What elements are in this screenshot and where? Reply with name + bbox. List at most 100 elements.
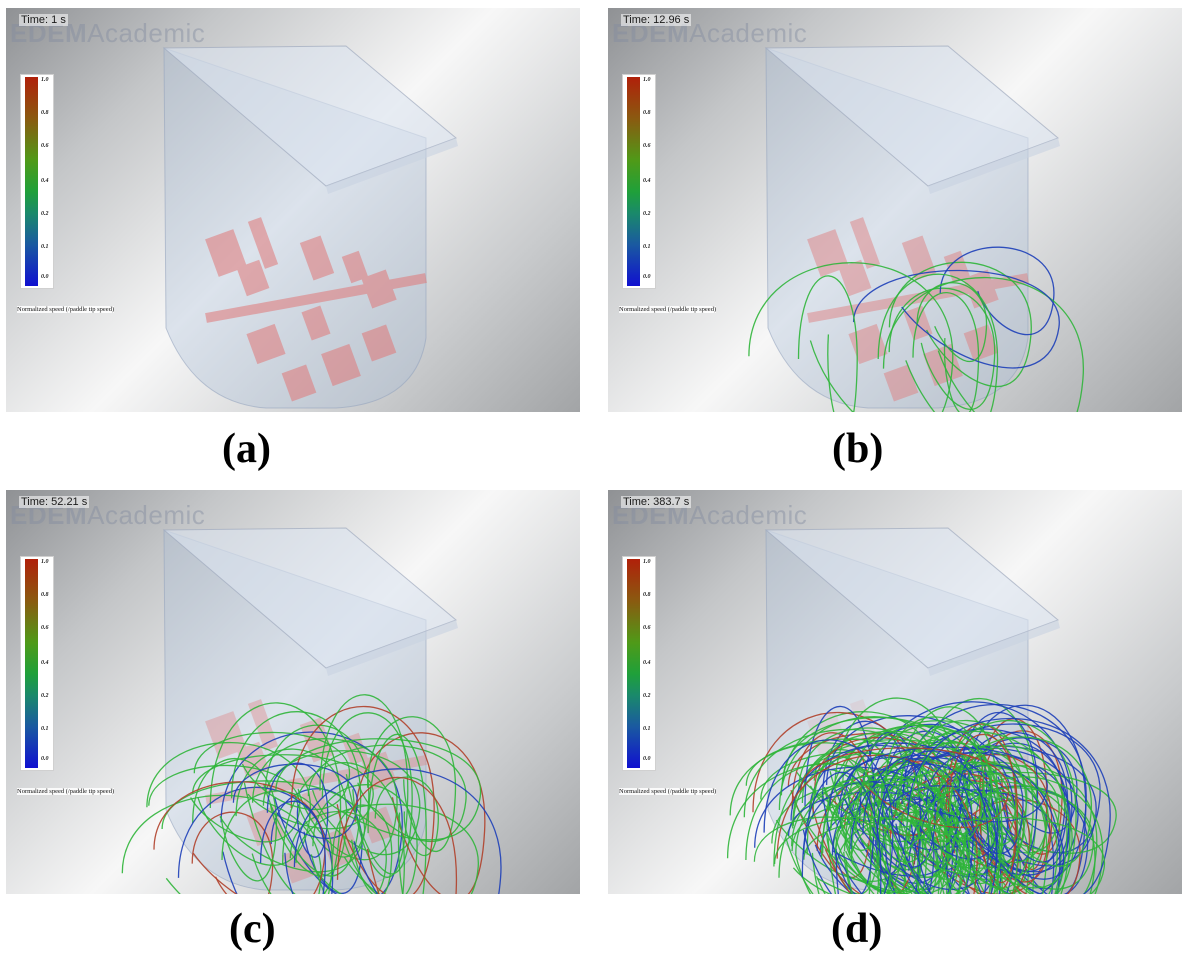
streamline	[295, 803, 479, 894]
legend-tick-label: 0.4	[41, 178, 49, 184]
streamline	[883, 785, 999, 860]
lid-edge	[326, 138, 458, 194]
streamline	[374, 776, 439, 857]
speed-legend: 1.0 0.8 0.6 0.4 0.2 0.1 0.0	[622, 74, 656, 289]
legend-tick-label: 0.6	[41, 143, 49, 149]
paddle-blade	[205, 229, 247, 277]
lid-edge	[326, 620, 458, 676]
streamline	[850, 763, 998, 894]
vessel-scene-d	[726, 527, 1117, 894]
legend-tick-label: 0.1	[643, 726, 651, 732]
streamline	[266, 762, 329, 858]
paddle-blade	[299, 235, 335, 281]
panel-a: EDEMAcademic Time: 1 s 1.0 0.8 0.6 0.4 0.2 0.…	[6, 8, 580, 412]
streamline	[803, 818, 981, 894]
streamline	[332, 804, 393, 894]
paddle-assembly	[205, 217, 427, 402]
streamline	[801, 771, 882, 894]
vessel-scene-c	[121, 527, 502, 894]
paddle-blade	[883, 364, 919, 402]
legend-tick-label: 0.0	[41, 756, 49, 762]
streamline	[177, 786, 333, 894]
streamline	[850, 810, 1005, 894]
panel-label-b: (b)	[832, 426, 884, 472]
streamline	[795, 774, 965, 894]
paddle-blade	[361, 806, 397, 844]
streamline	[907, 717, 1111, 894]
legend-tick-label: 0.8	[643, 592, 651, 598]
paddle-blade	[361, 324, 397, 362]
color-scale-bar	[25, 559, 38, 768]
streamline	[834, 780, 970, 894]
paddle-blade	[247, 699, 279, 751]
streamline	[293, 768, 502, 894]
streamline	[192, 758, 277, 882]
vessel-scene-a	[162, 45, 458, 409]
streamline	[264, 724, 370, 858]
legend-tick-label: 0.0	[643, 756, 651, 762]
streamline	[851, 756, 1009, 878]
streamline	[336, 776, 457, 894]
paddle-blade	[281, 364, 317, 402]
streamline	[192, 754, 374, 830]
streamline	[903, 817, 1105, 894]
legend-tick-label: 0.0	[41, 274, 49, 280]
legend-caption: Normalized speed (/paddle tip speed)	[17, 306, 115, 313]
streamline	[946, 791, 1058, 894]
paddle-blade	[246, 323, 286, 365]
streamline	[726, 763, 927, 894]
streamline	[367, 733, 427, 894]
legend-tick-label: 0.6	[41, 625, 49, 631]
streamline	[852, 269, 1060, 369]
streamline	[916, 282, 988, 363]
legend-tick-label: 1.0	[41, 559, 49, 565]
paddle-blade	[321, 343, 361, 387]
time-readout: Time: 12.96 s	[621, 14, 692, 26]
paddle-blade	[247, 217, 279, 269]
streamline	[321, 712, 413, 875]
streamline	[753, 816, 900, 894]
streamline	[259, 800, 326, 894]
streamline	[862, 754, 974, 894]
streamline	[896, 719, 1034, 889]
streamline	[895, 761, 1049, 864]
time-readout: Time: 383.7 s	[621, 496, 692, 508]
streamline	[146, 741, 311, 866]
legend-tick-label: 0.0	[643, 274, 651, 280]
streamline	[905, 741, 1001, 894]
particle-streamlines	[748, 246, 1084, 412]
panel-label-a: (a)	[222, 426, 271, 472]
streamline	[773, 816, 959, 894]
paddle-blade	[849, 217, 881, 269]
legend-tick-label: 0.8	[41, 592, 49, 598]
streamline	[855, 725, 1003, 894]
legend-tick-label: 0.1	[41, 244, 49, 250]
streamline	[912, 292, 980, 412]
legend-tick-label: 0.4	[643, 660, 651, 666]
streamline	[876, 750, 989, 894]
streamline	[797, 275, 858, 412]
streamline	[262, 750, 421, 856]
panel-b: EDEMAcademic Time: 12.96 s 1.0 0.8 0.6 0.4 0…	[608, 8, 1182, 412]
streamline	[885, 716, 984, 842]
streamline	[275, 738, 481, 841]
color-scale-bar	[25, 77, 38, 286]
paddle-blade	[301, 305, 331, 341]
streamline	[917, 730, 992, 856]
streamline	[748, 262, 954, 412]
streamline	[873, 768, 1047, 879]
streamline	[312, 784, 418, 894]
time-readout: Time: 1 s	[19, 14, 68, 26]
paddle-blade	[341, 250, 369, 284]
panel-c: EDEMAcademic Time: 52.21 s 1.0 0.8 0.6 0.4 0…	[6, 490, 580, 894]
legend-tick-label: 0.6	[643, 625, 651, 631]
streamline	[939, 246, 1055, 336]
legend-tick-label: 0.2	[643, 693, 651, 699]
color-scale-bar	[627, 559, 640, 768]
streamline	[834, 778, 930, 863]
streamline	[193, 731, 350, 810]
streamline	[319, 694, 409, 878]
legend-caption: Normalized speed (/paddle tip speed)	[17, 788, 115, 795]
legend-tick-label: 0.6	[643, 143, 651, 149]
legend-caption: Normalized speed (/paddle tip speed)	[619, 788, 717, 795]
